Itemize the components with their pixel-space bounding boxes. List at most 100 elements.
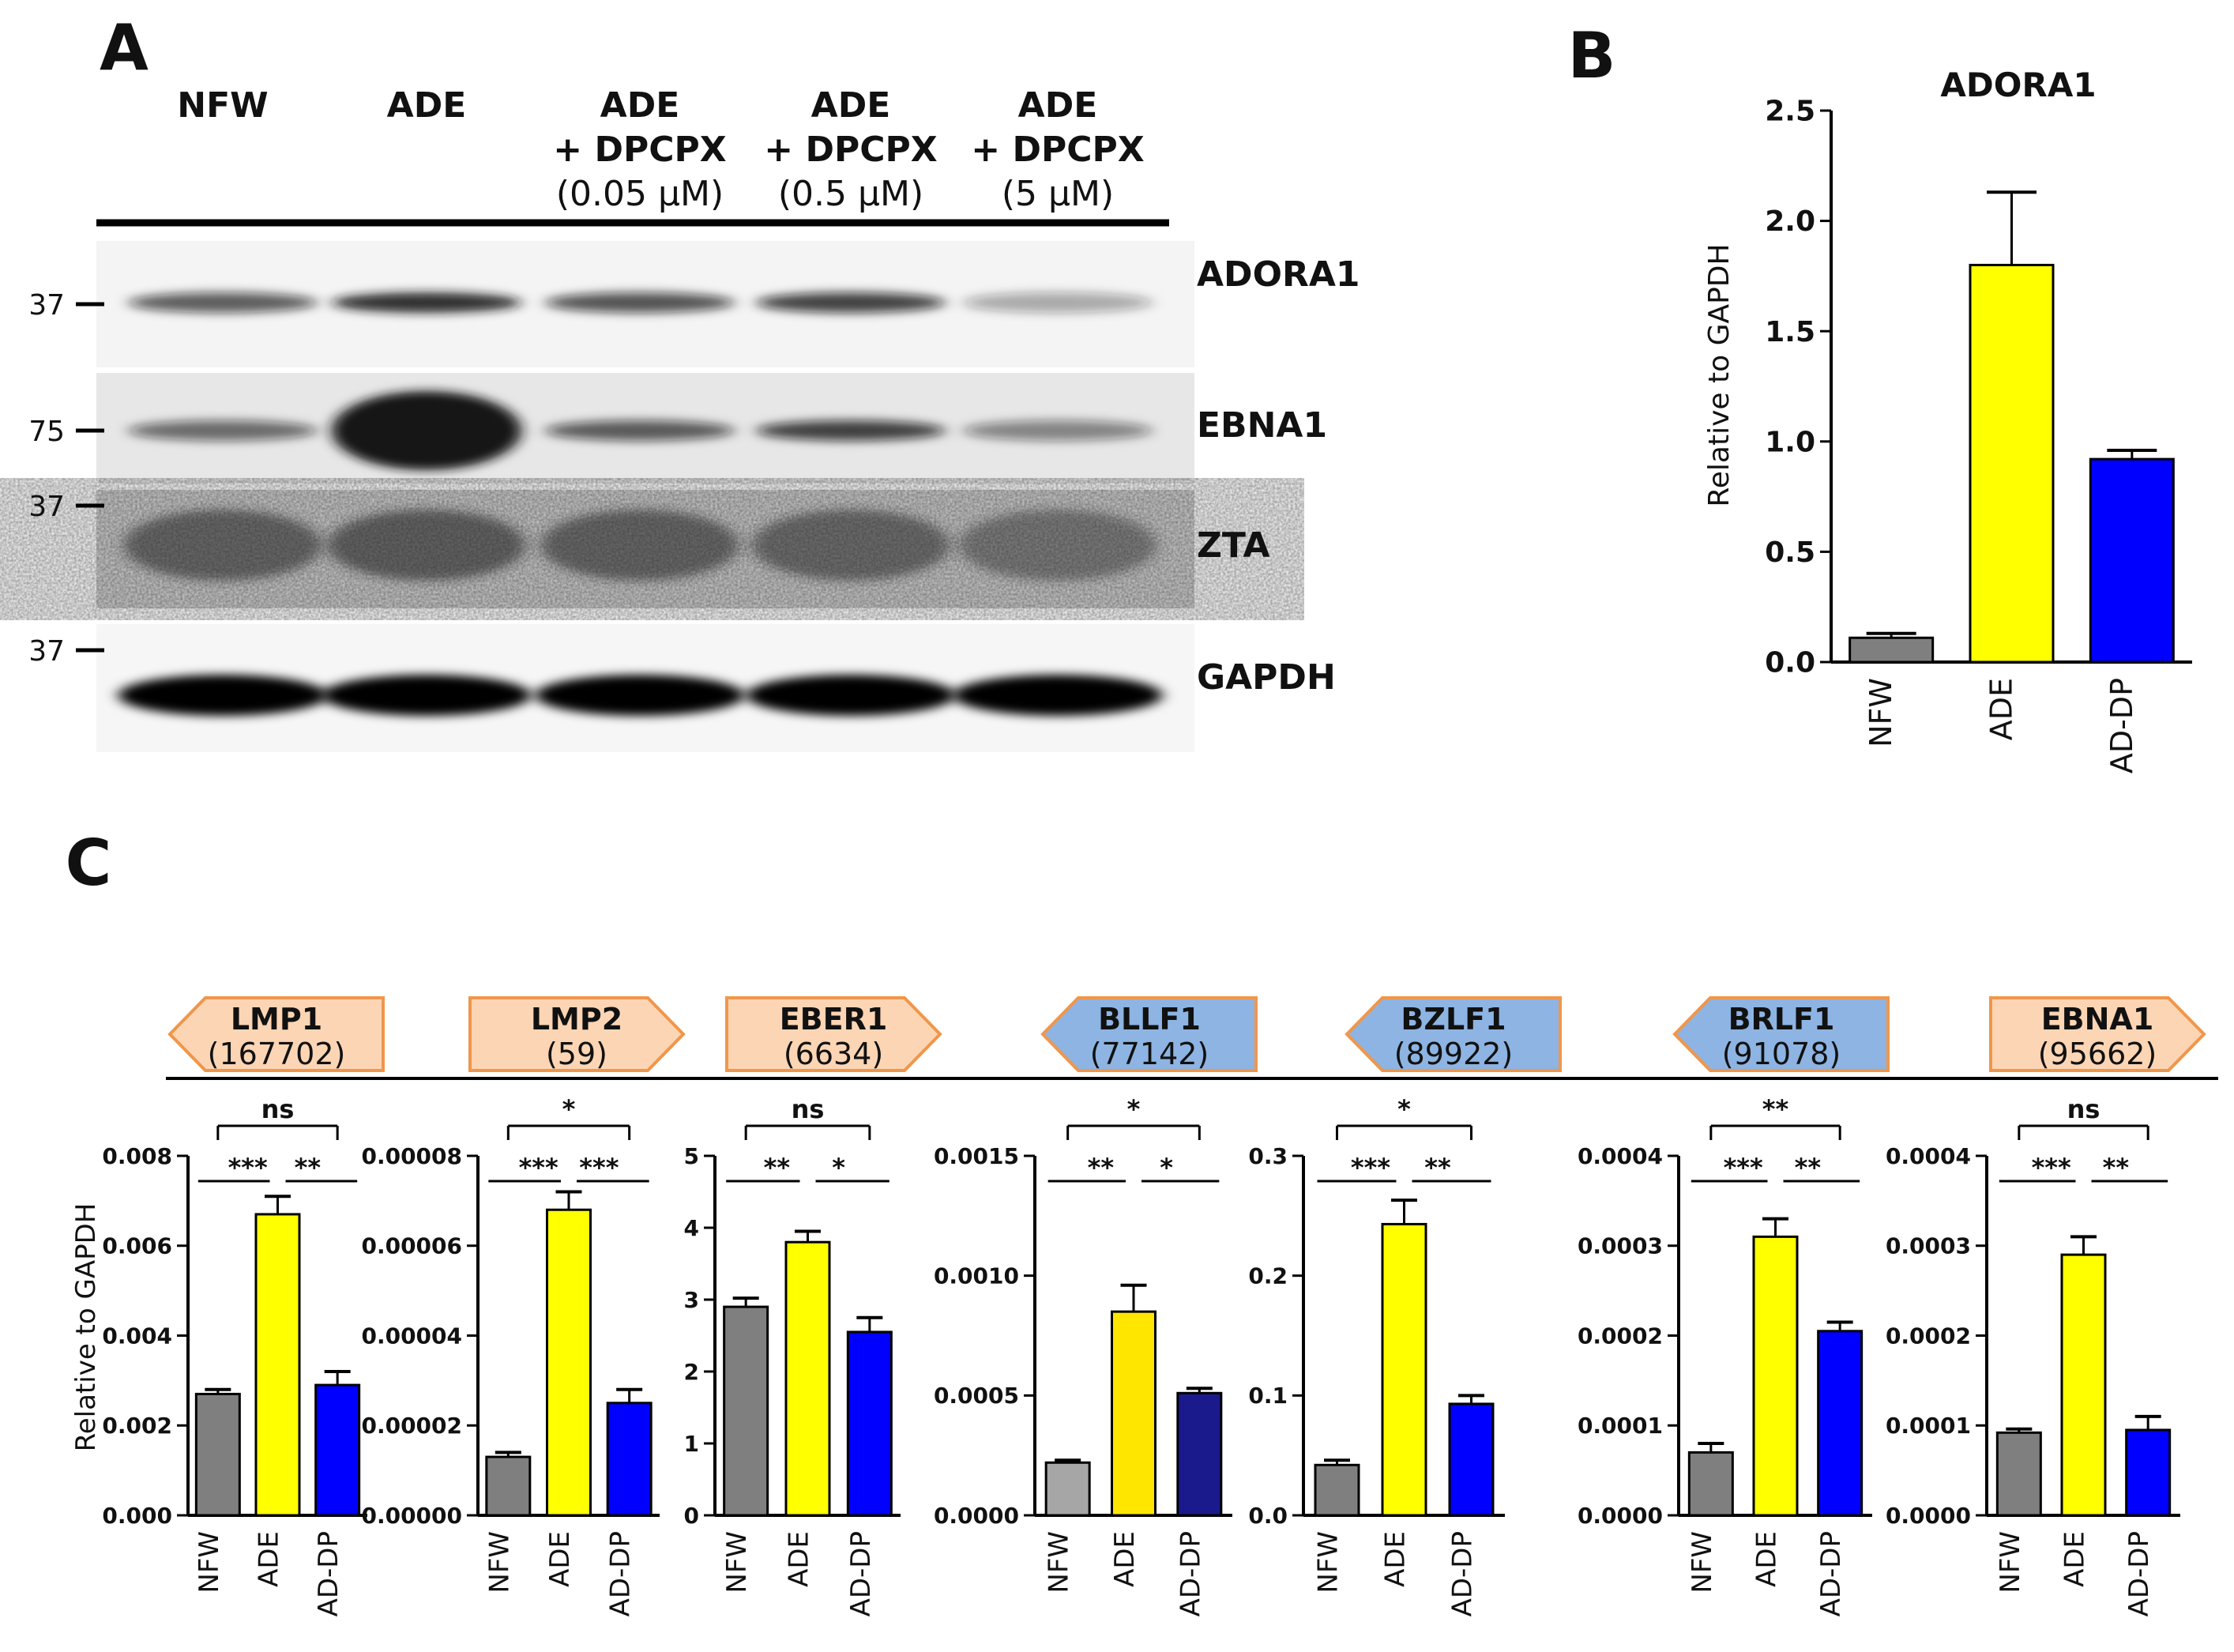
x-tick-label-ad-dp: AD-DP — [2104, 678, 2139, 773]
y-tick-label: 1 — [684, 1431, 699, 1457]
y-tick-label: 1.0 — [1765, 426, 1815, 458]
mw-marker-1: 37 — [28, 289, 65, 322]
sig-right-lmp2: *** — [579, 1153, 619, 1183]
mw-marker-4: 37 — [28, 635, 65, 668]
y-tick-label: 0.000 — [102, 1503, 172, 1529]
bar-ade — [1111, 1310, 1156, 1517]
gene-name-lmp1: LMP1 — [231, 1002, 322, 1037]
sig-top-ebna1: ns — [2067, 1094, 2100, 1124]
gene-name-bllf1: BLLF1 — [1098, 1002, 1201, 1037]
chart-brlf1: BRLF1(91078) 0.0000 0.0001 0.0002 0.0003 0.00… — [1578, 996, 1890, 1616]
band-gapdh-lane-2 — [322, 675, 532, 716]
bar-nfw — [1314, 1463, 1360, 1517]
blot-label-ebna1: EBNA1 — [1197, 405, 1327, 446]
band-zta-lane-3 — [541, 510, 739, 581]
gene-arrow-eber1 — [725, 996, 942, 1072]
gene-id-brlf1: (91078) — [1722, 1037, 1841, 1071]
lane-label-5-line1: ADE — [1018, 85, 1098, 126]
lane-label-2-line1: ADE — [387, 85, 467, 126]
y-tick-label: 0.0001 — [1886, 1413, 1971, 1439]
band-zta-lane-4 — [752, 510, 950, 581]
gene-name-eber1: EBER1 — [780, 1002, 888, 1037]
sig-left-lmp1: *** — [228, 1153, 268, 1183]
bar-nfw — [194, 1392, 241, 1517]
band-gapdh-lane-5 — [953, 675, 1163, 716]
x-tick-label-ade: ADE — [1380, 1531, 1412, 1587]
y-tick-label: 0.00008 — [361, 1143, 462, 1169]
y-tick-label: 0.0004 — [1886, 1143, 1971, 1169]
bar-nfw — [1995, 1431, 2042, 1517]
y-tick-label: 0.00002 — [361, 1413, 462, 1439]
band-adora1-lane-2 — [332, 292, 521, 313]
sig-right-eber1: * — [832, 1153, 845, 1183]
bar-ade — [1969, 263, 2055, 664]
gene-arrow-bzlf1 — [1345, 996, 1562, 1072]
y-tick-label: 0.0001 — [1578, 1413, 1663, 1439]
bar-ad-dp — [1817, 1330, 1864, 1517]
band-zta-lane-1 — [124, 510, 322, 581]
lane-label-4-line2: + DPCPX — [764, 130, 937, 170]
x-tick-label-ade: ADE — [1109, 1531, 1141, 1587]
x-tick-label-nfw: NFW — [1995, 1531, 2026, 1594]
y-tick-label: 3 — [684, 1287, 699, 1313]
chart-title-adora1: ADORA1 — [1940, 66, 2096, 104]
x-tick-label-ade: ADE — [784, 1531, 815, 1587]
lane-label-3-line3: (0.05 µM) — [556, 174, 724, 214]
lane-label-4-line1: ADE — [811, 85, 891, 126]
y-tick-label: 0.00000 — [361, 1503, 462, 1529]
y-tick-label: 0.0010 — [934, 1263, 1019, 1289]
y-tick-label: 0.0015 — [934, 1143, 1019, 1169]
bar-ad-dp — [314, 1383, 361, 1517]
bar-ad-dp — [1176, 1391, 1223, 1517]
sig-top-lmp2: * — [562, 1094, 576, 1124]
band-ebna1-lane-4 — [756, 420, 946, 441]
y-tick-label: 0.0004 — [1578, 1143, 1663, 1169]
y-tick-label: 0.1 — [1248, 1383, 1288, 1409]
mw-marker-2: 75 — [28, 416, 65, 448]
panel-b: B ADORA1 Relative to GAPDH 0.0 0.5 1.0 1.5 2.0 2… — [1568, 19, 2192, 773]
sig-right-bllf1: * — [1160, 1153, 1173, 1183]
x-tick-label-ade: ADE — [1984, 678, 2019, 740]
band-gapdh-lane-3 — [535, 675, 745, 716]
chart-lmp1: LMP1(167702) 0.000 0.002 0.004 0.006 0.008 NFW… — [102, 996, 385, 1616]
y-tick-label: 0.0000 — [934, 1503, 1019, 1529]
sig-right-lmp1: ** — [295, 1153, 322, 1183]
sig-top-eber1: ns — [792, 1094, 825, 1124]
y-tick-label: 0.0000 — [1578, 1503, 1663, 1529]
panel-letter-a: A — [100, 11, 149, 85]
sig-right-bzlf1: ** — [1424, 1153, 1451, 1183]
chart-bllf1: BLLF1(77142) 0.0000 0.0005 0.0010 0.0015 NFW A… — [934, 996, 1258, 1616]
y-tick-label: 0.0003 — [1578, 1233, 1663, 1259]
bar-ade — [2060, 1253, 2107, 1517]
gene-id-lmp1: (167702) — [208, 1037, 346, 1071]
gene-arrow-ebna1 — [1989, 996, 2206, 1072]
y-axis-title-c: Relative to GAPDH — [70, 1203, 102, 1452]
sig-right-brlf1: ** — [1795, 1153, 1822, 1183]
bar-ade — [546, 1208, 592, 1517]
x-tick-label-nfw: NFW — [194, 1531, 225, 1594]
gene-arrow-lmp1 — [167, 996, 385, 1072]
x-tick-label-nfw: NFW — [1044, 1531, 1075, 1594]
lane-label-1-line1: NFW — [177, 85, 268, 126]
y-tick-label: 0.00006 — [361, 1233, 462, 1259]
bar-ad-dp — [2089, 457, 2175, 664]
bar-ad-dp — [2125, 1428, 2172, 1517]
y-tick-label: 0.006 — [102, 1233, 172, 1259]
x-tick-label-ad-dp: AD-DP — [1447, 1531, 1479, 1616]
x-tick-label-nfw: NFW — [1687, 1531, 1718, 1594]
y-tick-label: 0.002 — [102, 1413, 172, 1439]
x-tick-label-ad-dp: AD-DP — [2123, 1531, 2155, 1616]
bar-ad-dp — [1448, 1402, 1495, 1517]
bar-ade — [1752, 1235, 1799, 1517]
band-adora1-lane-3 — [545, 292, 735, 313]
x-tick-label-nfw: NFW — [1313, 1531, 1345, 1594]
x-tick-label-ade: ADE — [254, 1531, 285, 1587]
y-tick-label: 0.5 — [1765, 536, 1815, 569]
y-tick-label: 4 — [684, 1215, 699, 1241]
bar-ade — [254, 1213, 301, 1517]
band-adora1-lane-4 — [756, 292, 946, 313]
y-tick-label: 5 — [684, 1143, 699, 1169]
lane-label-3-line2: + DPCPX — [553, 130, 726, 170]
sig-top-brlf1: ** — [1762, 1094, 1789, 1124]
